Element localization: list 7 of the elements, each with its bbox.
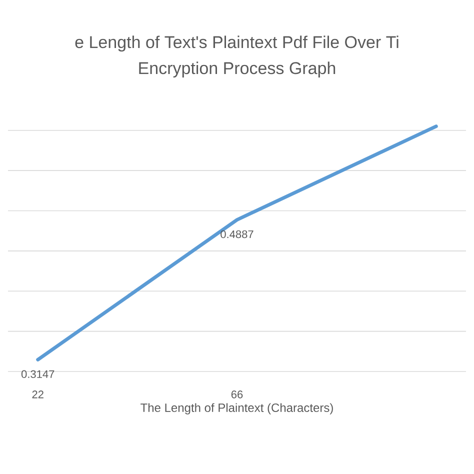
chart-subtitle: Encryption Process Graph — [139, 62, 336, 78]
data-label: 0.3147 — [21, 370, 54, 378]
data-label: 0.4887 — [220, 230, 254, 238]
x-tick-label: 66 — [231, 390, 243, 398]
x-axis-title: The Length of Plaintext (Characters) — [140, 403, 333, 414]
chart-title: e Length of Text's Plaintext Pdf File Over Ti — [75, 36, 398, 52]
x-tick-label: 22 — [32, 390, 44, 398]
